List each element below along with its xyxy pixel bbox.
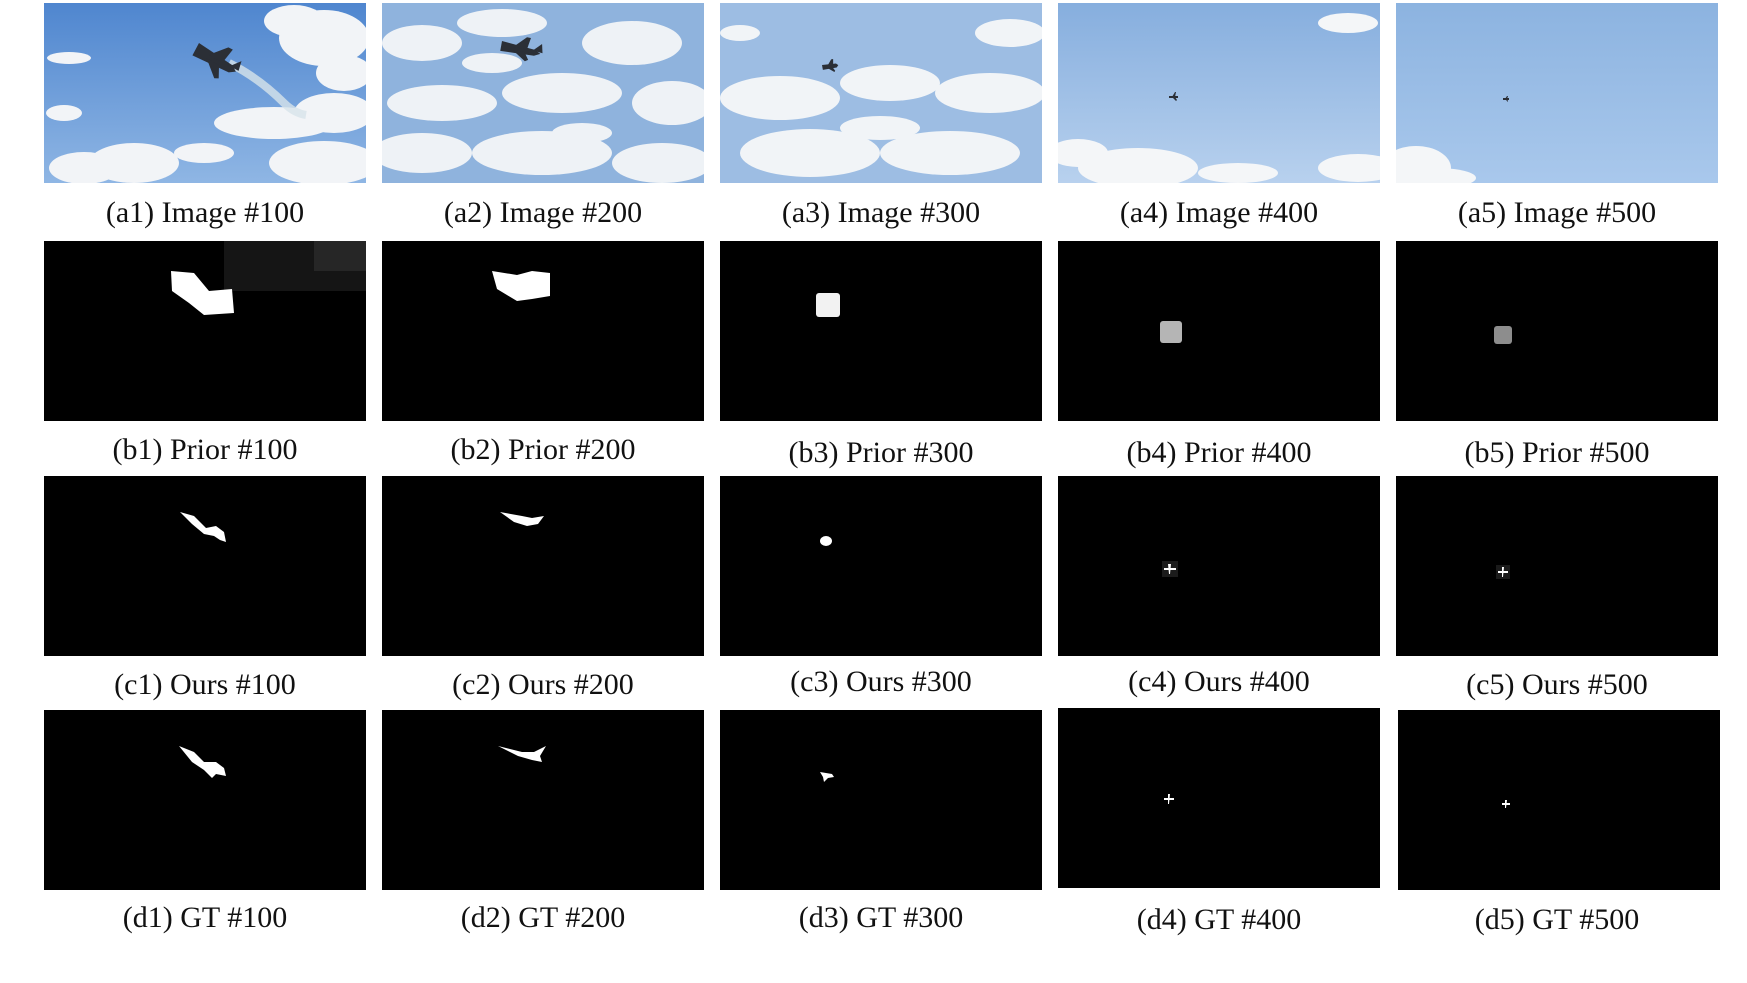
caption-image-100: (a1) Image #100 <box>105 196 305 229</box>
caption-image-200: (a2) Image #200 <box>443 196 643 229</box>
ours-panel-300 <box>720 476 1042 656</box>
gt-panel-100 <box>44 710 366 890</box>
caption-ours-100: (c1) Ours #100 <box>114 668 296 701</box>
prior-panel-400 <box>1058 241 1380 421</box>
ours-panel-500 <box>1396 476 1718 656</box>
caption-gt-100: (d1) GT #100 <box>122 901 288 934</box>
caption-prior-200: (b2) Prior #200 <box>450 433 636 466</box>
caption-image-400: (a4) Image #400 <box>1119 196 1319 229</box>
gt-panel-500 <box>1398 710 1720 890</box>
caption-image-300: (a3) Image #300 <box>781 196 981 229</box>
prior-panel-500 <box>1396 241 1718 421</box>
gt-panel-400 <box>1058 708 1380 888</box>
image-panel-100 <box>44 3 366 183</box>
gt-panel-200 <box>382 710 704 890</box>
image-panel-200 <box>382 3 704 183</box>
ours-panel-200 <box>382 476 704 656</box>
image-panel-300 <box>720 3 1042 183</box>
ours-panel-100 <box>44 476 366 656</box>
image-panel-500 <box>1396 3 1718 183</box>
caption-prior-100: (b1) Prior #100 <box>112 433 298 466</box>
caption-ours-500: (c5) Ours #500 <box>1466 668 1648 701</box>
caption-gt-300: (d3) GT #300 <box>798 901 964 934</box>
caption-prior-300: (b3) Prior #300 <box>788 436 974 469</box>
caption-gt-400: (d4) GT #400 <box>1136 903 1302 936</box>
caption-ours-400: (c4) Ours #400 <box>1128 665 1310 698</box>
prior-panel-100 <box>44 241 366 421</box>
prior-panel-300 <box>720 241 1042 421</box>
caption-prior-500: (b5) Prior #500 <box>1464 436 1650 469</box>
caption-ours-200: (c2) Ours #200 <box>452 668 634 701</box>
caption-gt-200: (d2) GT #200 <box>460 901 626 934</box>
prior-panel-200 <box>382 241 704 421</box>
ours-panel-400 <box>1058 476 1380 656</box>
caption-image-500: (a5) Image #500 <box>1457 196 1657 229</box>
caption-prior-400: (b4) Prior #400 <box>1126 436 1312 469</box>
caption-ours-300: (c3) Ours #300 <box>790 665 972 698</box>
gt-panel-300 <box>720 710 1042 890</box>
image-panel-400 <box>1058 3 1380 183</box>
caption-gt-500: (d5) GT #500 <box>1474 903 1640 936</box>
